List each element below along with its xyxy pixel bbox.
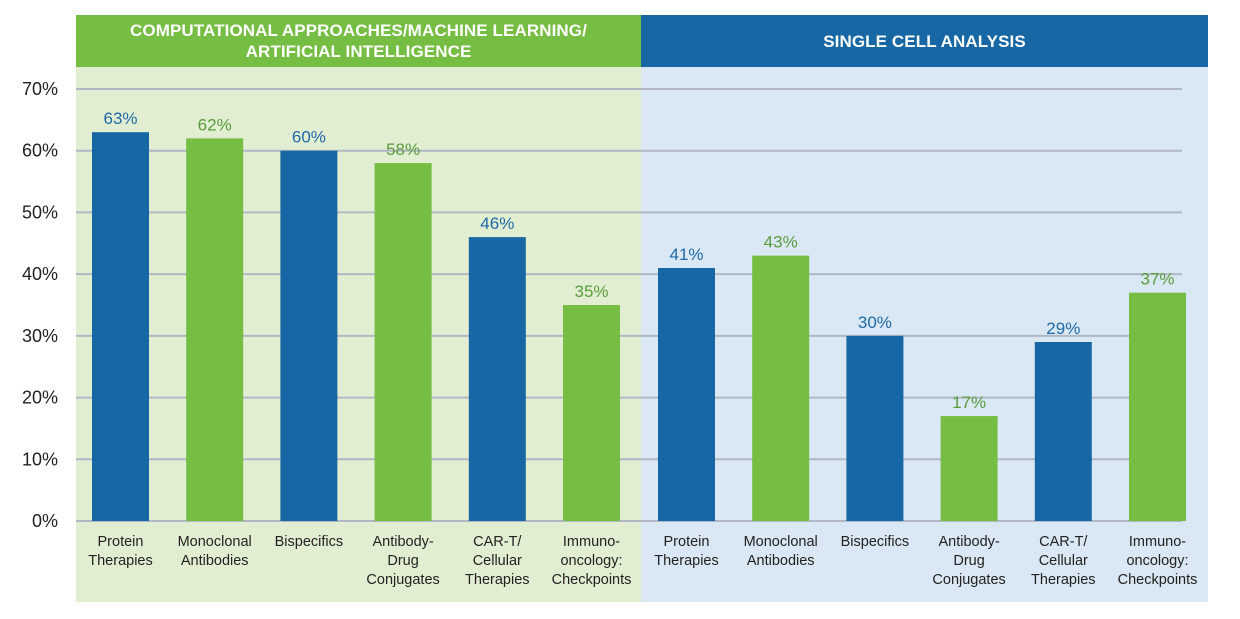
bar bbox=[374, 163, 432, 522]
x-tick-label: Immuno-oncology: Checkpoints bbox=[544, 533, 640, 590]
value-label: 37% bbox=[1140, 270, 1174, 289]
x-tick-label-line: Monoclonal bbox=[177, 534, 252, 550]
y-tick-label: 50% bbox=[22, 202, 58, 222]
x-tick-label-line: Therapies bbox=[654, 553, 719, 569]
value-label: 43% bbox=[764, 233, 798, 252]
x-tick-label-line: Protein bbox=[97, 534, 144, 550]
x-tick-label-line: Conjugates bbox=[932, 572, 1006, 588]
y-tick-label: 10% bbox=[22, 449, 58, 469]
x-tick-label: Bispecifics bbox=[827, 533, 923, 552]
value-label: 29% bbox=[1046, 319, 1080, 338]
x-tick-label: Monoclonal Antibodies bbox=[167, 533, 263, 571]
x-tick-label-line: oncology: bbox=[560, 553, 623, 569]
value-label: 58% bbox=[386, 140, 420, 159]
value-labels: 63% 62% 60% 58% 46% 35% 41% 43% 30% 17% 29% 37% bbox=[103, 109, 1174, 412]
y-tick-label: 60% bbox=[22, 141, 58, 161]
bar bbox=[186, 138, 244, 521]
value-label: 41% bbox=[669, 245, 703, 264]
group-header-line: COMPUTATIONAL APPROACHES/MACHINE LEARNIN… bbox=[130, 21, 587, 40]
value-label: 35% bbox=[574, 282, 608, 301]
x-tick-label-line: Therapies bbox=[1031, 572, 1096, 588]
x-tick-label: CAR-T/Cellular Therapies bbox=[449, 533, 545, 590]
value-label: 62% bbox=[198, 115, 232, 134]
x-tick-label-line: Immuno- bbox=[1128, 534, 1187, 550]
x-tick-label-line: Cellular bbox=[1038, 553, 1088, 569]
value-label: 46% bbox=[480, 214, 514, 233]
x-tick-label-line: Checkpoints bbox=[551, 572, 632, 588]
bar bbox=[846, 335, 904, 521]
x-tick-label: Antibody- Drug Conjugates bbox=[355, 533, 451, 590]
bar bbox=[92, 132, 149, 521]
x-tick-label-line: oncology: bbox=[1126, 553, 1189, 569]
group-header-line: SINGLE CELL ANALYSIS bbox=[823, 31, 1026, 51]
x-tick-label-line: Cellular bbox=[472, 553, 522, 569]
group-header-single-cell-analysis: SINGLE CELL ANALYSIS bbox=[641, 15, 1208, 67]
x-tick-label: Immuno-oncology: Checkpoints bbox=[1110, 533, 1206, 590]
x-tick-label-line: Conjugates bbox=[366, 572, 440, 588]
bar bbox=[468, 237, 526, 521]
bar bbox=[1129, 292, 1186, 521]
x-tick-label: Bispecifics bbox=[261, 533, 357, 552]
bar bbox=[940, 416, 998, 521]
x-tick-label: Monoclonal Antibodies bbox=[733, 533, 829, 571]
x-tick-label-line: Drug bbox=[953, 553, 985, 569]
x-tick-label-line: Checkpoints bbox=[1117, 572, 1198, 588]
panel-computational-approaches bbox=[76, 15, 641, 602]
value-label: 17% bbox=[952, 393, 986, 412]
x-tick-label: Protein Therapies bbox=[639, 533, 735, 571]
group-header-computational-approaches: COMPUTATIONAL APPROACHES/MACHINE LEARNIN… bbox=[76, 15, 641, 67]
bar bbox=[658, 267, 715, 521]
bar bbox=[752, 255, 810, 521]
y-tick-label: 70% bbox=[22, 79, 58, 99]
x-tick-label-line: Monoclonal bbox=[743, 534, 818, 550]
x-tick-label-line: Antibodies bbox=[180, 553, 249, 569]
panel-single-cell-analysis bbox=[641, 15, 1208, 602]
value-label: 30% bbox=[858, 313, 892, 332]
y-tick-label: 40% bbox=[22, 264, 58, 284]
value-label: 63% bbox=[103, 109, 137, 128]
x-tick-label-line: Antibody- bbox=[938, 534, 1000, 550]
y-tick-label: 0% bbox=[32, 511, 58, 531]
x-tick-label-line: Therapies bbox=[465, 572, 530, 588]
x-tick-label-line: CAR-T/ bbox=[1039, 534, 1088, 550]
x-tick-label-line: Antibodies bbox=[746, 553, 815, 569]
y-tick-label: 30% bbox=[22, 326, 58, 346]
group-header-line: ARTIFICIAL INTELLIGENCE bbox=[245, 42, 472, 61]
x-tick-label: Protein Therapies bbox=[73, 533, 169, 571]
y-tick-label: 20% bbox=[22, 388, 58, 408]
y-axis: 0% 10% 20% 30% 40% 50% 60% 70% bbox=[22, 79, 58, 531]
bar bbox=[563, 305, 620, 521]
gridlines bbox=[76, 88, 1182, 522]
bar bbox=[280, 150, 338, 521]
x-tick-label: Antibody- Drug Conjugates bbox=[921, 533, 1017, 590]
x-tick-label-line: Immuno- bbox=[562, 534, 621, 550]
x-tick-label-line: Bispecifics bbox=[840, 534, 910, 550]
x-tick-label-line: Bispecifics bbox=[274, 534, 344, 550]
bar bbox=[1034, 342, 1092, 521]
bars bbox=[92, 132, 1186, 522]
x-tick-label-line: Antibody- bbox=[372, 534, 434, 550]
x-tick-label-line: Therapies bbox=[88, 553, 153, 569]
x-tick-label-line: CAR-T/ bbox=[473, 534, 522, 550]
x-tick-label: CAR-T/Cellular Therapies bbox=[1015, 533, 1111, 590]
x-tick-label-line: Protein bbox=[663, 534, 710, 550]
x-tick-label-line: Drug bbox=[387, 553, 419, 569]
value-label: 60% bbox=[292, 128, 326, 147]
